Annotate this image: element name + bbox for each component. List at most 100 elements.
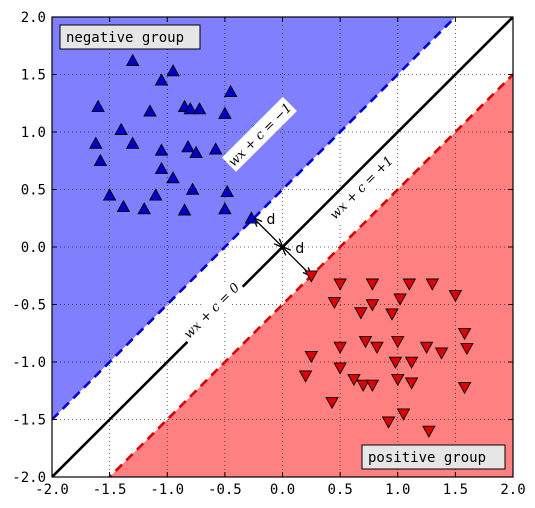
x-tick-label: -0.5 <box>208 482 242 498</box>
positive-point <box>354 307 368 320</box>
x-tick-label: 0.5 <box>327 482 352 498</box>
negative-point <box>185 182 200 195</box>
positive-point <box>457 382 472 395</box>
positive-margin-label-bg <box>323 149 399 225</box>
x-tick-label: -2.0 <box>35 482 69 498</box>
negative-margin-label-bg <box>221 96 297 172</box>
positive-point <box>365 299 380 312</box>
positive-point <box>325 397 339 410</box>
negative-group-label-box: negative group <box>59 24 201 50</box>
negative-point <box>93 153 108 167</box>
grid-lines <box>52 17 513 477</box>
y-tick-label: 1.0 <box>21 125 46 141</box>
x-tick-label: 1.5 <box>443 482 468 498</box>
x-tick-label: -1.5 <box>93 482 127 498</box>
margin-labels: dd <box>267 212 305 257</box>
y-tick-label: -1.5 <box>12 413 46 429</box>
positive-points <box>298 270 474 438</box>
negative-point <box>177 203 192 216</box>
positive-margin-line <box>107 73 513 477</box>
decision-boundary-label-bg <box>176 275 246 345</box>
negative-point <box>192 102 207 115</box>
negative-group-label: negative group <box>66 30 184 46</box>
plot-area <box>52 17 513 477</box>
positive-point <box>304 351 319 364</box>
positive-point <box>365 278 380 291</box>
negative-points <box>89 53 261 224</box>
positive-point <box>358 336 373 349</box>
negative-margin-line <box>52 17 458 421</box>
positive-point <box>304 270 319 283</box>
positive-point <box>381 416 396 429</box>
y-tick-label: -1.0 <box>12 355 46 371</box>
positive-point <box>425 278 440 291</box>
y-tick-label: -2.0 <box>12 470 46 486</box>
decision-boundary-label-group: wx + c = 0 <box>176 275 246 345</box>
negative-point <box>208 142 223 155</box>
y-tick-label: -0.5 <box>12 298 46 314</box>
positive-point <box>365 379 380 392</box>
x-tick-label: 1.0 <box>385 482 410 498</box>
positive-point <box>434 347 449 360</box>
x-tick-label: 2.0 <box>500 482 525 498</box>
x-tick-label: 0.0 <box>270 482 295 498</box>
y-axis-ticks: 2.0 1.5 1.0 0.5 0.0 -0.5 -1.0 -1.5 -2.0 <box>12 10 513 486</box>
positive-group-label-box: positive group <box>361 444 506 470</box>
negative-point <box>102 188 117 201</box>
negative-point <box>244 211 259 224</box>
negative-point <box>154 143 169 156</box>
negative-point <box>223 84 238 98</box>
negative-point <box>116 199 131 213</box>
margin-arrow <box>254 218 283 247</box>
decision-boundary-label: wx + c = 0 <box>181 280 243 342</box>
y-tick-label: 1.5 <box>21 68 46 84</box>
y-tick-label: 0.5 <box>21 183 46 199</box>
negative-point <box>125 53 140 66</box>
negative-point <box>91 99 105 112</box>
negative-point <box>148 188 163 201</box>
positive-point <box>385 308 399 321</box>
positive-point <box>370 341 384 354</box>
negative-point <box>154 161 169 175</box>
negative-point <box>137 202 151 215</box>
positive-point <box>393 293 407 306</box>
negative-point <box>218 202 232 215</box>
negative-point <box>183 102 198 115</box>
positive-group-label: positive group <box>368 450 486 466</box>
positive-point <box>333 278 347 291</box>
y-tick-label: 2.0 <box>21 10 46 26</box>
x-tick-label: -1.0 <box>150 482 184 498</box>
negative-point <box>218 106 232 119</box>
positive-point <box>460 342 474 356</box>
positive-point <box>390 336 405 349</box>
negative-point <box>143 104 157 117</box>
margin-distance-label: d <box>267 212 276 228</box>
positive-point <box>448 290 463 303</box>
positive-point <box>422 425 436 438</box>
positive-point <box>388 356 403 369</box>
positive-point <box>457 328 472 341</box>
positive-point <box>333 362 347 375</box>
negative-point <box>114 122 128 135</box>
positive-point <box>356 379 370 392</box>
negative-point <box>166 64 180 77</box>
positive-point <box>402 278 417 291</box>
positive-point <box>404 356 419 369</box>
positive-point <box>333 341 347 354</box>
positive-point <box>404 377 419 390</box>
y-tick-label: 0.0 <box>21 240 46 256</box>
negative-point <box>220 184 234 198</box>
margin-distance-label: d <box>295 241 304 257</box>
negative-point <box>189 145 203 158</box>
positive-point <box>327 296 342 310</box>
positive-point <box>298 370 313 383</box>
positive-point <box>390 374 405 387</box>
x-axis-ticks: -2.0 -1.5 -1.0 -0.5 0.0 0.5 1.0 1.5 2.0 <box>35 17 526 498</box>
positive-point <box>396 408 411 421</box>
negative-point <box>166 171 180 184</box>
negative-point <box>181 140 195 153</box>
negative-point <box>125 136 140 149</box>
negative-point <box>154 73 169 86</box>
positive-point <box>419 341 434 354</box>
